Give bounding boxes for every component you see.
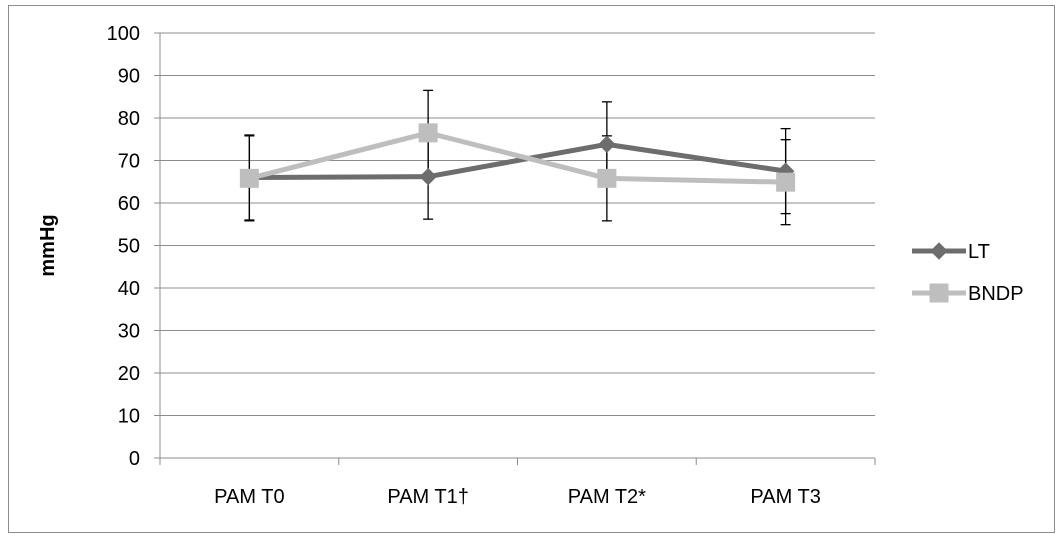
y-tick-label-40: 40: [118, 278, 140, 300]
y-tick-label-10: 10: [118, 406, 140, 428]
label-layer: 0 10 20 30 40 50 60 70 80 90 100 PAM T0 PAM T1† PAM T…: [37, 23, 821, 508]
x-tick-label-0: PAM T0: [214, 486, 284, 508]
x-tick-label-1: PAM T1†: [387, 486, 469, 508]
x-tick-label-3: PAM T3: [750, 486, 820, 508]
data-point-bndp-1: [418, 123, 438, 143]
legend-label-bndp: BNDP: [968, 283, 1024, 305]
data-point-lt-1: [419, 167, 437, 186]
legend-marker-bndp: [929, 283, 949, 303]
series-line-lt: [249, 141, 786, 180]
y-tick-label-90: 90: [118, 66, 140, 88]
y-tick-label-80: 80: [118, 108, 140, 130]
y-tick-label-0: 0: [129, 448, 140, 470]
axis-layer: [154, 32, 876, 465]
series-line-bndp: [248, 130, 786, 185]
data-point-bndp-2: [597, 168, 617, 188]
legend-item-lt: LT: [912, 241, 990, 263]
legend-item-bndp: BNDP: [912, 283, 1024, 305]
y-tick-label-70: 70: [118, 151, 140, 173]
y-tick-label-30: 30: [118, 321, 140, 343]
y-axis-title: mmHg: [37, 214, 59, 276]
legend-marker-lt: [930, 242, 948, 260]
data-point-bndp-0: [239, 168, 259, 188]
legend: LT BNDP: [912, 241, 1024, 305]
legend-label-lt: LT: [968, 241, 990, 263]
data-point-bndp-3: [776, 172, 796, 192]
y-tick-label-50: 50: [118, 236, 140, 258]
series-layer: [239, 123, 796, 192]
chart-frame: [8, 5, 1055, 533]
y-tick-label-20: 20: [118, 363, 140, 385]
x-tick-label-2: PAM T2*: [568, 486, 646, 508]
y-tick-label-100: 100: [107, 23, 140, 45]
grid-layer: [160, 32, 875, 459]
data-point-lt-2: [598, 135, 616, 154]
y-tick-label-60: 60: [118, 193, 140, 215]
